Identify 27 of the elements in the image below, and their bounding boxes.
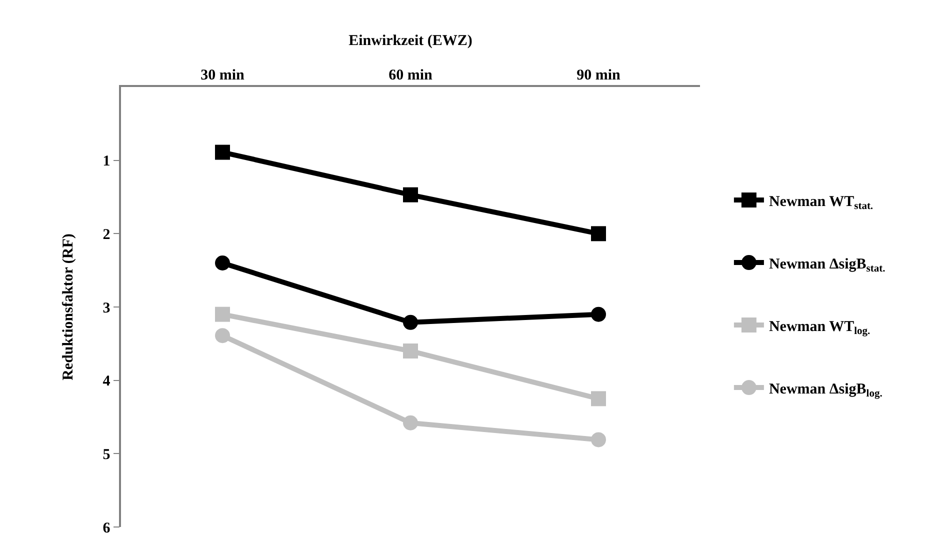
legend-label: Newman ΔsigB$_{stat.}$ (768, 256, 886, 275)
x-tick-label: 30 min (200, 67, 246, 84)
point (590, 391, 606, 406)
y-tick-label: 1 (102, 154, 110, 170)
point (215, 144, 230, 160)
y-tick-label: 4 (102, 374, 111, 390)
legend-label: Newman WT$_{stat.}$ (768, 194, 874, 212)
point (403, 344, 418, 358)
point (590, 306, 606, 322)
y-tick-label: 2 (102, 226, 110, 243)
x-tick-label: 90 min (576, 67, 622, 84)
point (590, 432, 606, 448)
x-tick-label: 60 min (388, 67, 434, 84)
point (215, 256, 230, 270)
point (590, 226, 606, 242)
legend-label: Newman ΔsigB$_{log.}$ (768, 381, 883, 400)
point (403, 314, 418, 330)
legend-label: Newman WT$_{log.}$ (768, 318, 871, 338)
point (403, 415, 418, 430)
y-tick-label: 6 (102, 520, 111, 536)
point (215, 328, 230, 344)
point (403, 187, 418, 202)
point (215, 306, 230, 322)
y-tick-label: 5 (102, 446, 110, 463)
x-axis-title: Einwirkzeit (EWZ) (348, 33, 472, 49)
y-tick-label: 3 (102, 300, 110, 316)
y-axis-title: Reduktionsfaktor (RF) (60, 234, 76, 380)
